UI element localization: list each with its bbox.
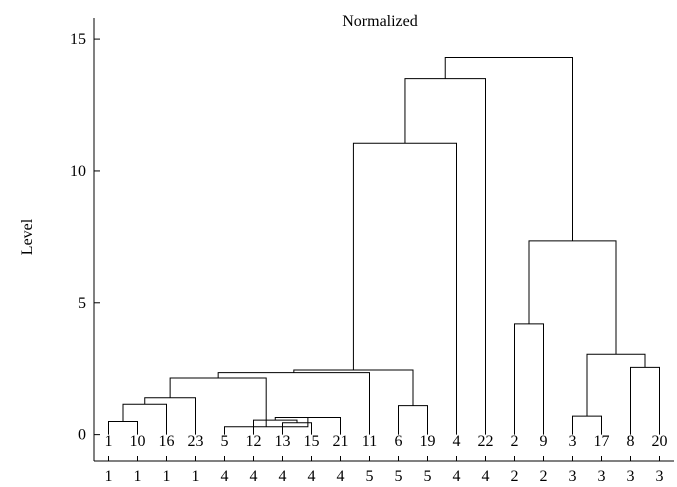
link-13 xyxy=(514,323,544,435)
x-tick-label-10: 5 xyxy=(395,468,403,485)
leaf-label-3: 3 xyxy=(569,433,577,450)
leaf-label-13: 13 xyxy=(275,433,291,450)
x-ticks: 1 1 1 1 4 4 4 4 4 5 5 5 4 4 2 2 3 3 3 3 xyxy=(105,456,664,485)
leaf-label-16: 16 xyxy=(159,433,175,450)
x-tick-label-17: 3 xyxy=(598,468,606,485)
leaf-label-9: 9 xyxy=(540,433,548,450)
link-9 xyxy=(398,405,428,435)
link-18 xyxy=(444,57,573,241)
leaf-label-2: 2 xyxy=(511,433,519,450)
x-tick-label-3: 1 xyxy=(192,468,200,485)
x-tick-label-19: 3 xyxy=(656,468,664,485)
x-tick-label-12: 4 xyxy=(453,468,461,485)
link-17 xyxy=(528,240,617,355)
leaf-label-19: 19 xyxy=(420,433,436,450)
leaf-label-5: 5 xyxy=(221,433,229,450)
y-axis-label: Level xyxy=(19,218,36,255)
x-tick-label-14: 2 xyxy=(511,468,519,485)
leaf-label-6: 6 xyxy=(395,433,403,450)
link-15 xyxy=(630,366,660,435)
link-8 xyxy=(217,372,370,435)
y-tick-label-15: 15 xyxy=(70,31,86,48)
leaf-label-11: 11 xyxy=(362,433,377,450)
x-tick-label-4: 4 xyxy=(221,468,229,485)
x-tick-label-15: 2 xyxy=(540,468,548,485)
y-tick-label-0: 0 xyxy=(78,427,86,444)
leaf-label-20: 20 xyxy=(652,433,668,450)
link-12 xyxy=(404,78,486,435)
x-tick-label-6: 4 xyxy=(279,468,287,485)
leaf-label-17: 17 xyxy=(594,433,610,450)
leaf-label-8: 8 xyxy=(627,433,635,450)
x-tick-label-7: 4 xyxy=(308,468,316,485)
link-3 xyxy=(282,422,312,435)
y-ticks: 0 5 10 15 xyxy=(70,31,100,444)
leaf-label-22: 22 xyxy=(478,433,494,450)
x-tick-label-5: 4 xyxy=(250,468,258,485)
x-tick-label-1: 1 xyxy=(134,468,142,485)
link-11 xyxy=(352,142,457,435)
link-1 xyxy=(122,403,167,435)
y-tick-label-10: 10 xyxy=(70,163,86,180)
leaf-label-12: 12 xyxy=(246,433,262,450)
leaf-label-21: 21 xyxy=(333,433,349,450)
leaf-label-10: 10 xyxy=(130,433,146,450)
link-10 xyxy=(293,369,414,406)
leaf-labels: 1 10 16 23 5 12 13 15 21 11 6 19 4 22 2 9 3 17 8 20 xyxy=(105,433,668,450)
link-7 xyxy=(169,377,267,427)
x-tick-label-2: 1 xyxy=(163,468,171,485)
y-tick-label-5: 5 xyxy=(78,295,86,312)
leaf-label-4: 4 xyxy=(453,433,461,450)
leaf-label-1: 1 xyxy=(105,433,113,450)
link-16 xyxy=(586,353,646,417)
link-5 xyxy=(274,416,341,435)
x-tick-label-18: 3 xyxy=(627,468,635,485)
x-tick-label-13: 4 xyxy=(482,468,490,485)
x-tick-label-8: 4 xyxy=(337,468,345,485)
dendrogram-links xyxy=(108,57,660,435)
leaf-label-23: 23 xyxy=(188,433,204,450)
x-tick-label-11: 5 xyxy=(424,468,432,485)
leaf-label-15: 15 xyxy=(304,433,320,450)
link-14 xyxy=(572,415,602,435)
x-tick-label-0: 1 xyxy=(105,468,113,485)
x-tick-label-16: 3 xyxy=(569,468,577,485)
x-tick-label-9: 5 xyxy=(366,468,374,485)
chart-title: Normalized xyxy=(342,13,418,30)
link-2 xyxy=(144,397,196,435)
